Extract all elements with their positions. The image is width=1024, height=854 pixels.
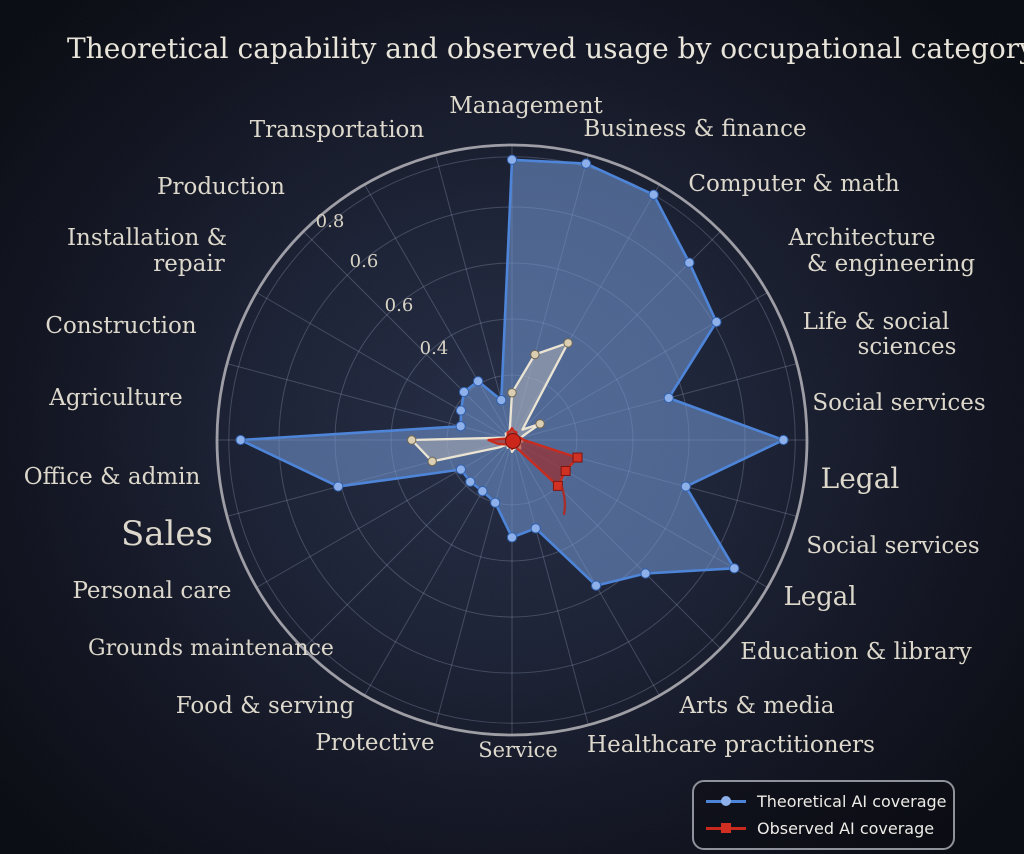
legend-label: Observed AI coverage [757, 818, 935, 838]
chart-legend: Theoretical AI coverage Observed AI cove… [692, 780, 955, 850]
legend-label: Theoretical AI coverage [757, 791, 947, 811]
legend-swatch-line [706, 823, 746, 833]
legend-entry-theoretical: Theoretical AI coverage [706, 789, 947, 813]
legend-circle-marker-icon [721, 796, 731, 806]
legend-entry-observed: Observed AI coverage [706, 816, 941, 840]
legend-square-marker-icon [721, 823, 731, 833]
legend-swatch-line [706, 796, 746, 806]
